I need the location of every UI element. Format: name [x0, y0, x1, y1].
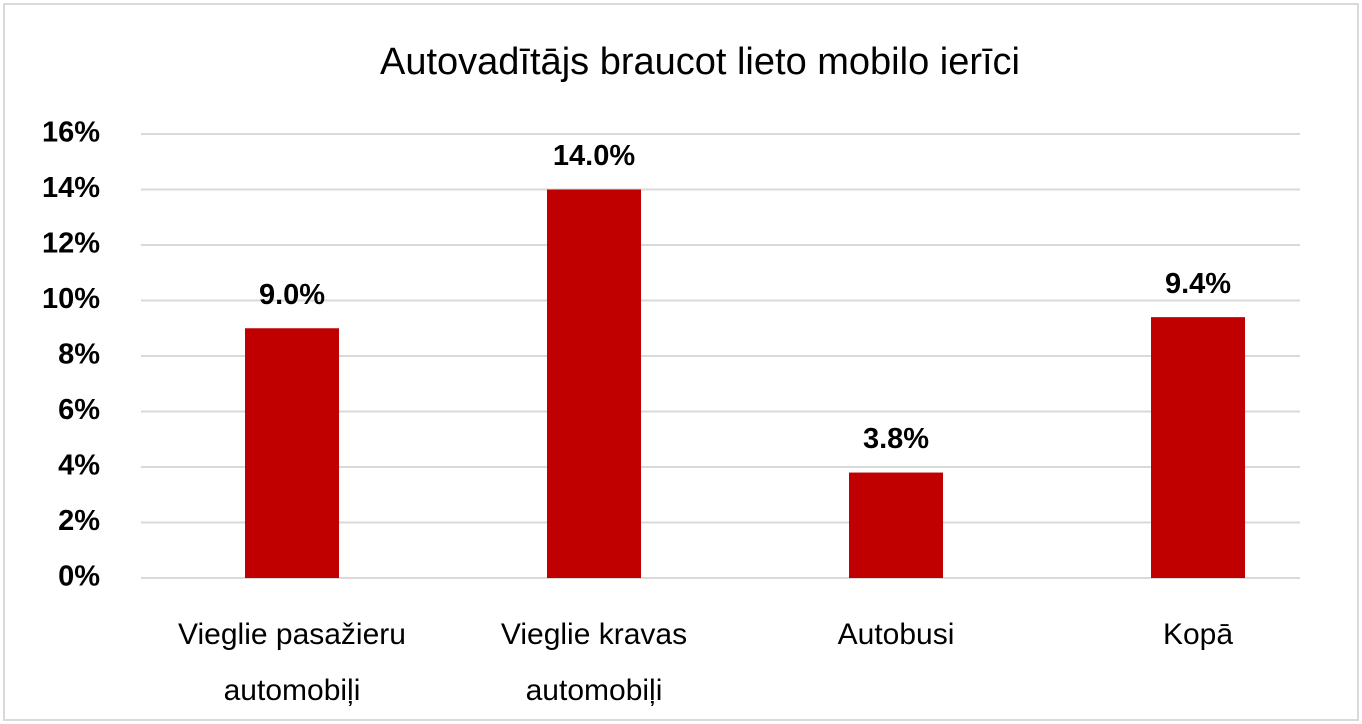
y-tick-label: 16% — [42, 117, 100, 149]
chart-border — [3, 3, 1359, 721]
data-label: 9.4% — [1165, 268, 1231, 300]
bar — [1151, 317, 1245, 578]
x-tick-label: Kopā — [1162, 618, 1234, 651]
y-tick-label: 0% — [58, 561, 100, 593]
chart-title: Autovadītājs braucot lieto mobilo ierīci — [380, 41, 1020, 83]
y-tick-label: 12% — [42, 228, 100, 260]
y-tick-label: 4% — [58, 450, 100, 482]
y-tick-label: 6% — [58, 394, 100, 426]
data-label: 14.0% — [553, 140, 635, 172]
data-label: 3.8% — [863, 423, 929, 455]
x-tick-label: Autobusi — [837, 618, 955, 651]
y-tick-label: 2% — [58, 505, 100, 537]
x-tick-label: Vieglie kravas automobiļi — [500, 618, 688, 707]
data-label: 9.0% — [259, 279, 325, 311]
bar — [245, 328, 339, 578]
y-tick-label: 14% — [42, 172, 100, 204]
bar — [849, 472, 943, 578]
x-tick-label: Vieglie pasažieru automobiļi — [178, 618, 406, 707]
bar — [547, 189, 641, 578]
y-tick-label: 10% — [42, 283, 100, 315]
y-tick-label: 8% — [58, 339, 100, 371]
